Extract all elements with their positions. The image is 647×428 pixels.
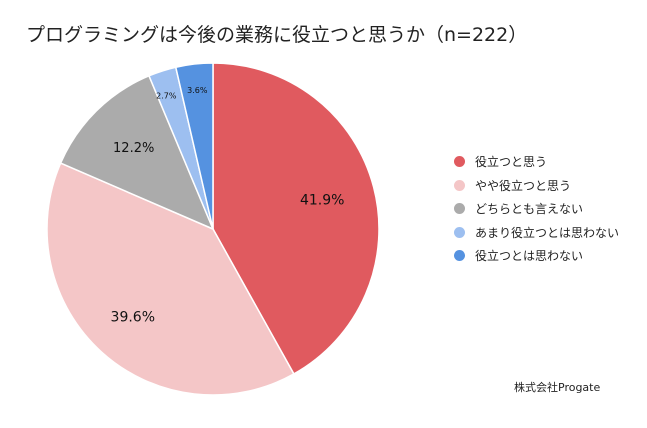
pie-slice [59,74,215,231]
pie-slice [46,162,295,396]
pie-slice [212,62,380,375]
legend-label: 役立つと思う [475,155,548,170]
legend-label: 役立つとは思わない [475,249,584,264]
pie-slice [174,62,214,230]
legend-label: やや役立つと思う [475,178,572,193]
slice-data-label: 3.6% [187,86,208,95]
chart-title: プログラミングは今後の業務に役立つと思うか（n=222） [26,24,528,46]
legend-swatch [454,203,465,215]
legend-item: 役立つとは思わない [454,244,619,268]
legend: 役立つと思うやや役立つと思う どちらとも言えないあまり役立つとは思わない 役立つとは… [454,150,619,268]
legend-swatch [454,179,465,191]
legend-swatch [454,250,465,262]
source-credit: 株式会社Progate [514,381,601,394]
slice-data-label: 2.7% [156,92,177,101]
legend-swatch [454,226,465,238]
slice-data-label: 12.2% [113,141,154,156]
slice-data-label: 41.9% [300,193,344,209]
slice-data-label: 39.6% [111,310,155,326]
legend-label: どちらとも言えない [475,202,584,217]
legend-item: あまり役立つとは思わない [454,221,619,245]
legend-swatch [454,156,465,168]
legend-item: やや役立つと思う [454,174,619,198]
legend-item: 役立つと思う [454,150,619,174]
legend-label: あまり役立つとは思わない [475,225,620,240]
legend-item: どちらとも言えない [454,197,619,221]
